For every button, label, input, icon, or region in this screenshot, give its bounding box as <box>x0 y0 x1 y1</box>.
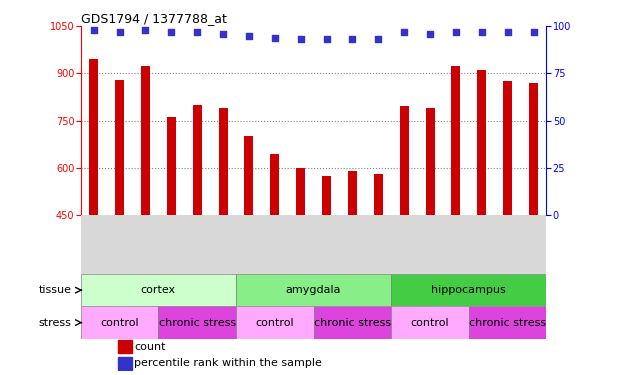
Text: control: control <box>410 318 450 328</box>
Bar <box>81 274 236 306</box>
Bar <box>118 340 132 353</box>
Point <box>218 31 228 37</box>
Bar <box>529 83 538 215</box>
Bar <box>296 168 305 215</box>
Text: count: count <box>134 342 166 352</box>
Point <box>503 29 513 35</box>
Bar <box>348 171 357 215</box>
Bar <box>89 59 98 215</box>
Point <box>244 33 254 39</box>
Point <box>348 36 358 42</box>
Bar <box>236 274 391 306</box>
Text: chronic stress: chronic stress <box>469 318 546 328</box>
Text: stress: stress <box>39 318 71 328</box>
Point <box>477 29 487 35</box>
Point <box>166 29 176 35</box>
Text: chronic stress: chronic stress <box>158 318 236 328</box>
Bar <box>391 274 546 306</box>
Point <box>451 29 461 35</box>
Point <box>528 29 538 35</box>
Point <box>193 29 202 35</box>
Point <box>89 27 99 33</box>
Bar <box>245 136 253 215</box>
Point <box>114 29 124 35</box>
Text: cortex: cortex <box>141 285 176 295</box>
Point <box>399 29 409 35</box>
Bar <box>391 306 469 339</box>
Bar <box>400 106 409 215</box>
Bar <box>322 176 331 215</box>
Point <box>140 27 150 33</box>
Bar <box>193 105 202 215</box>
Bar <box>425 108 435 215</box>
Bar <box>478 70 486 215</box>
Text: control: control <box>255 318 294 328</box>
Point <box>270 34 279 40</box>
Point <box>373 36 383 42</box>
Point <box>322 36 332 42</box>
Text: chronic stress: chronic stress <box>314 318 391 328</box>
Point <box>425 31 435 37</box>
Bar <box>451 66 460 215</box>
Text: percentile rank within the sample: percentile rank within the sample <box>134 358 322 368</box>
Text: hippocampus: hippocampus <box>432 285 506 295</box>
Bar <box>167 117 176 215</box>
Bar <box>503 81 512 215</box>
Bar <box>374 174 383 215</box>
Text: GDS1794 / 1377788_at: GDS1794 / 1377788_at <box>81 12 227 25</box>
Bar <box>469 306 546 339</box>
Bar <box>115 80 124 215</box>
Bar <box>118 357 132 370</box>
Bar <box>236 306 314 339</box>
Text: amygdala: amygdala <box>286 285 342 295</box>
Bar <box>81 306 158 339</box>
Bar <box>141 66 150 215</box>
Bar <box>219 108 227 215</box>
Bar <box>270 154 279 215</box>
Bar <box>314 306 391 339</box>
Text: control: control <box>100 318 139 328</box>
Bar <box>158 306 236 339</box>
Point <box>296 36 306 42</box>
Text: tissue: tissue <box>39 285 71 295</box>
